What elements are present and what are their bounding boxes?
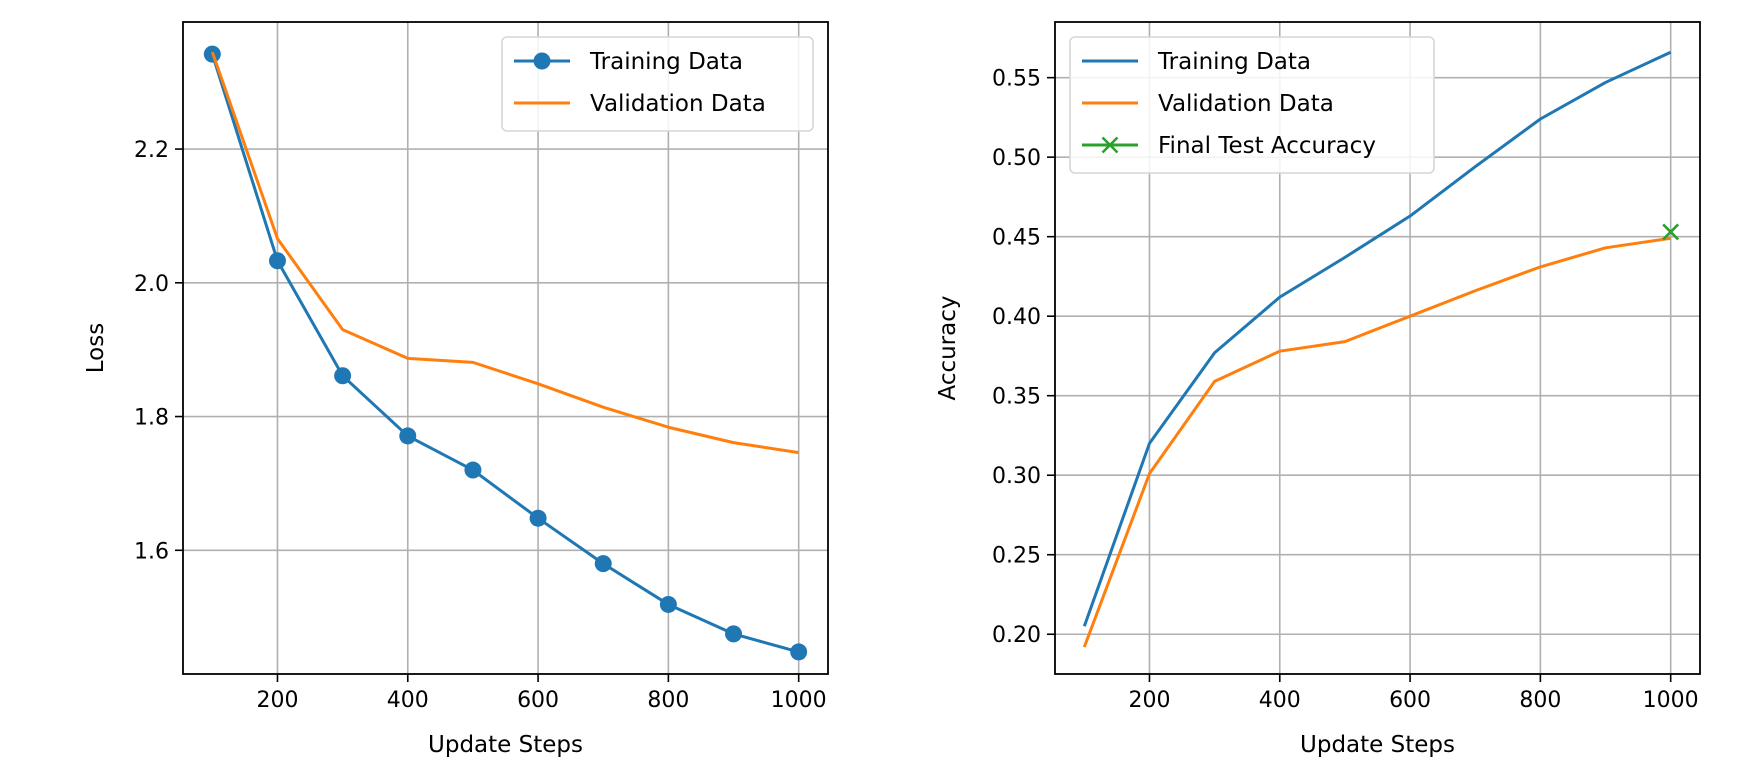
x-tick-label: 800 — [1519, 688, 1561, 713]
subplot-2: 200 400 600 800 1000 0.20 0.25 0.30 0.35 0.40 0.45… — [935, 21, 1701, 758]
legend-marker — [533, 52, 551, 70]
y-tick-label: 0.45 — [992, 226, 1041, 251]
x-tick-label: 600 — [1389, 688, 1431, 713]
legend-box — [501, 36, 814, 132]
y-tick-label: 0.40 — [992, 305, 1041, 330]
y-tick-label: 1.6 — [134, 539, 169, 564]
legend: Training Data Validation Data Final Test A… — [1069, 36, 1435, 174]
legend-box — [1069, 36, 1435, 174]
legend-label: Training Data — [589, 49, 743, 75]
legend-marker — [1101, 136, 1119, 154]
y-tick-label: 1.8 — [134, 406, 169, 431]
data-point — [268, 252, 286, 270]
y-tick-label: 2.0 — [134, 272, 169, 297]
series-1 — [203, 45, 808, 661]
legend-entry: Training Data — [514, 49, 743, 75]
subplot-1: 200 400 600 800 1000 1.6 1.8 2.0 2.2 Update Steps… — [83, 21, 829, 758]
y-tick-label: 0.35 — [992, 385, 1041, 410]
y-tick-label: 0.30 — [992, 464, 1041, 489]
plot-frame — [1054, 21, 1701, 675]
data-point — [529, 509, 547, 527]
data-point — [1662, 223, 1680, 241]
series-line — [1082, 236, 1671, 648]
y-tick-label: 0.25 — [992, 544, 1041, 569]
x-axis-label: Update Steps — [428, 732, 583, 758]
data-point — [334, 367, 352, 385]
y-tick-label: 2.2 — [134, 138, 169, 163]
x-tick-label: 200 — [256, 688, 298, 713]
data-point — [790, 643, 808, 661]
x-tick-label: 400 — [1259, 688, 1301, 713]
series-line — [1082, 50, 1672, 627]
data-point — [594, 555, 612, 573]
x-tick-label: 1000 — [1643, 688, 1699, 713]
x-tick-label: 600 — [517, 688, 559, 713]
y-tick-label: 0.20 — [992, 623, 1041, 648]
y-axis-label: Loss — [83, 323, 109, 373]
x-tick-label: 400 — [387, 688, 429, 713]
legend-label: Training Data — [1157, 49, 1311, 75]
series-2 — [210, 51, 799, 455]
y-axis-label: Accuracy — [935, 295, 961, 400]
legend-label: Final Test Accuracy — [1158, 133, 1376, 159]
legend-label: Validation Data — [590, 91, 766, 117]
x-tick-label: 800 — [647, 688, 689, 713]
data-point — [725, 625, 743, 643]
legend: Training Data Validation Data — [501, 36, 814, 132]
x-tick-label: 1000 — [771, 688, 827, 713]
legend-entry: Validation Data — [1082, 91, 1334, 117]
legend-label: Validation Data — [1158, 91, 1334, 117]
legend-entry: Validation Data — [514, 91, 766, 117]
data-point — [659, 595, 677, 613]
data-point — [399, 427, 417, 445]
series-line — [210, 51, 799, 455]
series-2 — [1082, 236, 1671, 648]
legend-entry: Final Test Accuracy — [1082, 133, 1376, 159]
legend-entry: Training Data — [1082, 49, 1311, 75]
plot-frame — [182, 21, 829, 675]
data-point — [464, 461, 482, 479]
y-tick-label: 0.55 — [992, 67, 1041, 92]
series-line — [210, 53, 800, 654]
x-axis-label: Update Steps — [1300, 732, 1455, 758]
series-3 — [1662, 223, 1680, 241]
x-tick-label: 200 — [1128, 688, 1170, 713]
series-1 — [1082, 50, 1672, 627]
y-tick-label: 0.50 — [992, 146, 1041, 171]
